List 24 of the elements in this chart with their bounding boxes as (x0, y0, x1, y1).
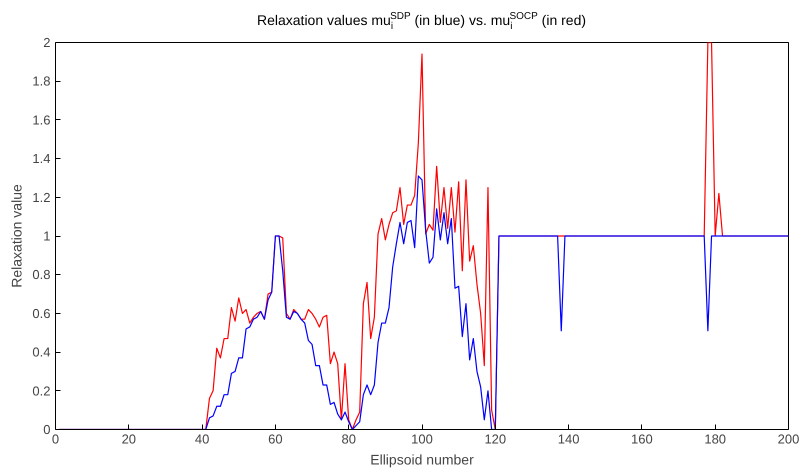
x-tick-label: 120 (484, 432, 506, 446)
y-tick-label: 1.4 (32, 151, 51, 166)
y-tick-label: 0.4 (32, 344, 51, 360)
x-tick-label: 40 (194, 432, 210, 446)
y-tick-label: 1.8 (32, 74, 51, 89)
y-tick-label: 1.2 (32, 190, 51, 205)
x-tick-label: 180 (704, 432, 726, 446)
x-tick-label: 20 (122, 432, 136, 446)
x-tick-label: 80 (341, 432, 356, 446)
y-tick-label: 1.6 (32, 112, 51, 128)
x-tick-label: 60 (268, 432, 283, 446)
y-tick-label: 0.6 (32, 306, 51, 321)
y-tick-label: 0 (43, 422, 51, 437)
x-axis-title: Ellipsoid number (370, 452, 474, 468)
y-tick-label: 2 (43, 35, 51, 50)
chart-title: Relaxation values mu$_{i}$$^{SDP}$ (in blue) vs. mu$_{i}$$^{SOCP}$ (in red) (256, 11, 586, 32)
x-tick-label: 200 (778, 432, 800, 446)
x-tick-label: 140 (558, 432, 580, 446)
y-axis-title: Relaxation value (8, 184, 24, 288)
x-tick-label: 100 (411, 432, 433, 446)
x-tick-label: 160 (631, 432, 653, 446)
y-tick-label: 0.8 (32, 267, 51, 282)
y-tick-label: 0.2 (32, 383, 51, 398)
y-tick-label: 1 (43, 228, 51, 244)
